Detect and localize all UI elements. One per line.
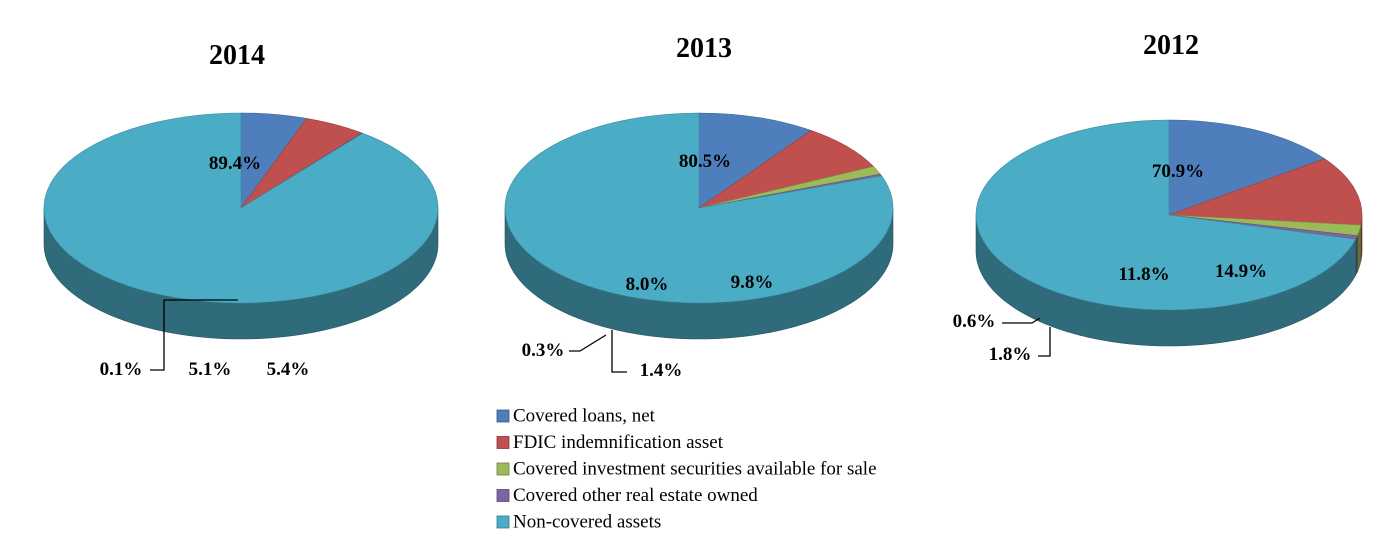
legend-swatch-covered-other-real-estate-owned [496,489,510,502]
pie-chart-2013: 2013 9.8% 8.0% 1.4% 0.3% 80.5% [504,33,894,381]
leader-line-2012-covered-investment-securities-available-for-sale [1038,327,1051,357]
chart-title-2012: 2012 [1143,30,1199,61]
slice-2013-non-covered-assets [504,112,894,304]
data-label-2014-covered-loans-net: 5.4% [267,359,310,380]
data-label-2014-non-covered-assets: 89.4% [209,153,261,174]
legend-swatch-fdic-indemnification-asset [496,436,510,449]
leader-line-2013-covered-investment-securities-available-for-sale [611,330,627,373]
data-label-2012-covered-investment-securities-available-for-sale: 1.8% [989,344,1032,365]
legend-label-fdic-indemnification-asset: FDIC indemnification asset [513,432,724,453]
legend-swatch-non-covered-assets [496,515,510,529]
slice-2013-fdic-indemnification-asset [698,130,875,209]
slice-2012-non-covered-assets [975,119,1357,311]
legend-label-covered-loans-net: Covered loans, net [513,406,656,427]
leader-line-2012-covered-other-real-estate-owned [1002,317,1041,324]
data-label-2012-fdic-indemnification-asset: 11.8% [1118,264,1169,285]
slice-2012-fdic-indemnification-asset [1168,158,1363,226]
data-label-2013-fdic-indemnification-asset: 8.0% [626,274,669,295]
data-label-2012-non-covered-assets: 70.9% [1152,161,1204,182]
legend-swatch-covered-investment-securities-available-for-sale [496,462,510,476]
data-label-2013-covered-loans-net: 9.8% [731,272,774,293]
legend-swatch-covered-loans-net [496,409,510,423]
data-label-2014-fdic-indemnification-asset: 5.1% [189,359,232,380]
data-label-2013-covered-other-real-estate-owned: 0.3% [522,340,565,361]
legend: Covered loans, net FDIC indemnification a… [496,406,877,533]
slice-2014-non-covered-assets [43,112,439,304]
chart-title-2013: 2013 [676,33,732,64]
data-label-2013-non-covered-assets: 80.5% [679,151,731,172]
data-label-2013-covered-investment-securities-available-for-sale: 1.4% [640,360,683,381]
data-label-2012-covered-loans-net: 14.9% [1215,261,1267,282]
leader-line-2013-covered-other-real-estate-owned [569,334,607,352]
pie-chart-2012: 2012 14.9% 11.8% 1.8% 0.6% 70.9% [953,30,1363,365]
data-label-2012-covered-other-real-estate-owned: 0.6% [953,311,996,332]
slice-2013-covered-loans-net [698,112,812,209]
legend-label-covered-investment-securities-available-for-sale: Covered investment securities available … [513,459,877,480]
leader-line-2014-covered-other-real-estate-owned [150,299,238,371]
slice-2012-covered-loans-net [1168,119,1326,216]
legend-label-non-covered-assets: Non-covered assets [513,512,661,533]
chart-title-2014: 2014 [209,40,265,71]
legend-label-covered-other-real-estate-owned: Covered other real estate owned [513,485,758,506]
pie-chart-2014: 2014 5.4% 5.1% 0.1% 89.4% [43,40,439,380]
data-label-2014-covered-other-real-estate-owned: 0.1% [100,359,143,380]
